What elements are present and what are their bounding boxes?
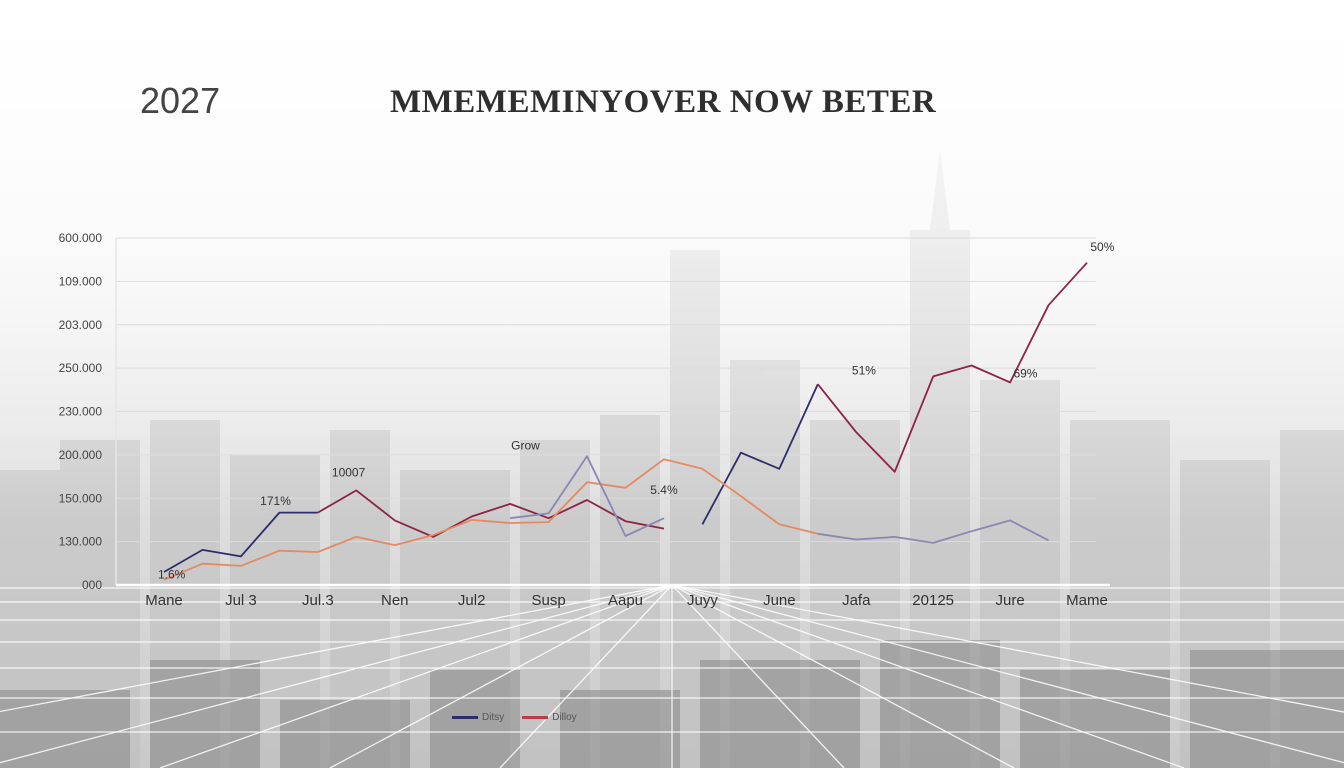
x-axis-tick-labels: Mane Jul 3 Jul.3 Nen Jul2 Susp Aapu Juyy June Jaf…	[145, 592, 1108, 609]
annotation-label: Grow	[511, 439, 540, 453]
annotation-label: 50%	[1090, 240, 1114, 254]
y-tick-label: 000	[82, 578, 102, 592]
series-line-1	[817, 262, 1088, 473]
annotation-label: 171%	[260, 494, 291, 508]
y-tick-label: 250.000	[59, 361, 103, 375]
x-tick-label: 20125	[912, 592, 954, 609]
series-line-0	[163, 511, 318, 573]
series-lines	[163, 262, 1088, 581]
grid-lines	[116, 237, 1096, 543]
y-tick-label: 200.000	[59, 448, 103, 462]
legend-item-ditsy: Ditsy	[452, 712, 504, 723]
x-tick-label: June	[763, 592, 796, 609]
series-line-3	[509, 455, 665, 537]
x-tick-label: Mame	[1066, 592, 1108, 609]
x-tick-label: Susp	[531, 592, 565, 609]
y-tick-label: 600.000	[59, 231, 103, 245]
annotations: 1.6% 171% 10007 Grow 5.4% 51% 69% 50%	[158, 240, 1115, 581]
x-tick-label: Jure	[995, 592, 1024, 609]
legend-item-dilloy: Dilloy	[522, 712, 577, 723]
y-tick-label: 203.000	[59, 318, 103, 332]
x-tick-label: Nen	[381, 592, 409, 609]
annotation-label: 51%	[852, 364, 876, 378]
y-axis-tick-labels: 000 130.000 150.000 200.000 230.000 250.000 20…	[59, 231, 103, 592]
x-tick-label: Jul 3	[225, 592, 257, 609]
series-line-1	[317, 489, 665, 538]
y-tick-label: 130.000	[59, 535, 103, 549]
x-tick-label: Jafa	[842, 592, 871, 609]
annotation-label: 10007	[332, 466, 366, 480]
series-line-3	[817, 519, 1049, 544]
y-tick-label: 150.000	[59, 491, 103, 505]
x-tick-label: Jul.3	[302, 592, 334, 609]
legend-swatch-dilloy	[522, 716, 549, 719]
annotation-label: 1.6%	[158, 567, 186, 581]
axes	[115, 238, 1110, 587]
chart-title: MMEMEMINYOVER NOW BETER	[390, 84, 937, 120]
legend: Ditsy Dilloy	[452, 712, 577, 723]
annotation-label: 5.4%	[650, 483, 678, 497]
foreground-buildings	[0, 640, 1344, 768]
x-tick-label: Mane	[145, 592, 183, 609]
floor-grid	[0, 584, 1344, 768]
series-line-0	[701, 383, 819, 525]
legend-label-ditsy: Ditsy	[482, 712, 505, 723]
y-tick-label: 230.000	[59, 405, 103, 419]
legend-label-dilloy: Dilloy	[552, 712, 577, 723]
x-tick-label: Aapu	[608, 592, 643, 609]
y-tick-label: 109.000	[59, 274, 103, 288]
year-label: 2027	[140, 80, 221, 121]
legend-swatch-ditsy	[452, 716, 478, 719]
x-tick-label: Juyy	[687, 592, 718, 609]
series-line-2	[163, 458, 819, 581]
x-tick-label: Jul2	[458, 592, 486, 609]
annotation-label: 69%	[1013, 367, 1037, 381]
